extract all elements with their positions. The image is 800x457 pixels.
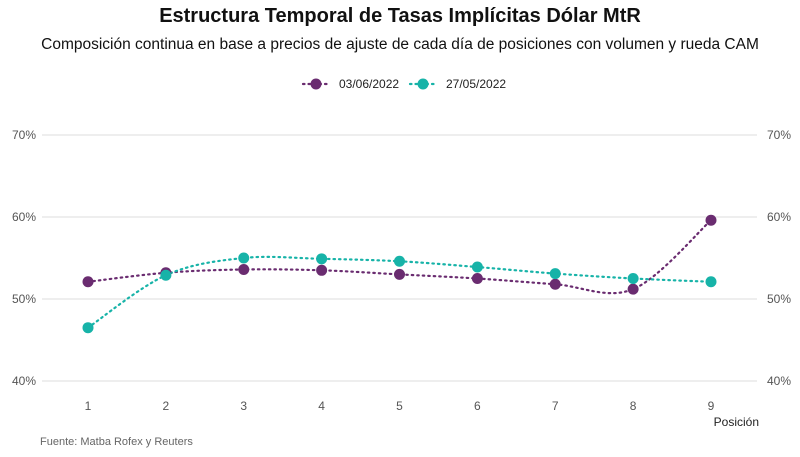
y-tick-label-right: 40% xyxy=(767,374,791,388)
x-tick-label: 3 xyxy=(240,399,247,413)
data-point xyxy=(627,273,639,284)
x-tick-label: 7 xyxy=(552,399,559,413)
x-tick-label: 4 xyxy=(318,399,325,413)
x-tick-label: 2 xyxy=(163,399,170,413)
x-axis-title: Posición xyxy=(714,415,759,429)
x-tick-label: 5 xyxy=(396,399,403,413)
x-tick-label: 8 xyxy=(630,399,637,413)
chart-subtitle: Composición continua en base a precios d… xyxy=(41,36,759,53)
y-tick-label-left: 70% xyxy=(12,128,36,142)
legend: 03/06/2022 27/05/2022 xyxy=(301,77,506,91)
data-point xyxy=(238,263,250,275)
data-point xyxy=(471,261,483,273)
y-tick-label-right: 70% xyxy=(767,128,791,142)
series-line-1 xyxy=(86,255,713,329)
legend-marker xyxy=(417,78,429,90)
y-tick-label-left: 50% xyxy=(12,292,36,306)
data-point xyxy=(627,283,639,295)
y-tick-label-left: 60% xyxy=(12,210,36,224)
y-tick-label-right: 50% xyxy=(767,292,791,306)
x-tick-label: 1 xyxy=(85,399,92,413)
legend-label: 03/06/2022 xyxy=(339,77,399,91)
gridlines xyxy=(42,134,757,382)
x-tick-label: 6 xyxy=(474,399,481,413)
data-point xyxy=(705,214,717,226)
y-tick-label-left: 40% xyxy=(12,374,36,388)
y-tick-label-right: 60% xyxy=(767,210,791,224)
data-point xyxy=(160,269,172,281)
source-caption: Fuente: Matba Rofex y Reuters xyxy=(40,436,193,448)
chart-title: Estructura Temporal de Tasas Implícitas … xyxy=(159,5,641,27)
series-points xyxy=(82,214,717,334)
x-axis: 1 2 3 4 5 6 7 8 9 xyxy=(85,399,715,413)
y-axis-left: 40% 50% 60% 70% xyxy=(12,128,36,388)
data-point xyxy=(549,268,561,280)
x-tick-label: 9 xyxy=(708,399,715,413)
y-axis-right: 40% 50% 60% 70% xyxy=(767,128,791,388)
data-point xyxy=(394,268,405,280)
data-point xyxy=(238,252,250,264)
data-point xyxy=(82,322,94,334)
data-point xyxy=(705,276,717,288)
legend-label: 27/05/2022 xyxy=(446,77,506,91)
series-line-0 xyxy=(86,219,713,295)
data-point xyxy=(316,253,328,265)
data-point xyxy=(394,255,405,267)
data-point xyxy=(471,273,483,284)
data-point xyxy=(82,276,94,288)
legend-marker xyxy=(310,78,322,90)
data-point xyxy=(316,264,328,276)
data-point xyxy=(549,278,561,290)
